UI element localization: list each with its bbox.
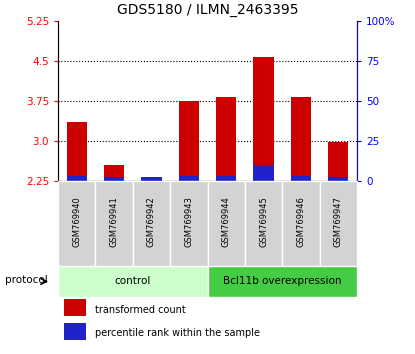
Bar [282, 181, 320, 266]
Text: GSM769943: GSM769943 [184, 196, 193, 247]
Bar [104, 165, 124, 181]
Bar [58, 266, 208, 297]
Title: GDS5180 / ILMN_2463395: GDS5180 / ILMN_2463395 [117, 4, 298, 17]
Bar [95, 181, 133, 266]
Bar [290, 176, 311, 181]
Bar [253, 57, 274, 181]
Bar [141, 179, 162, 181]
Bar [64, 299, 85, 316]
Text: GSM769946: GSM769946 [296, 196, 305, 247]
Bar [133, 181, 170, 266]
Bar [290, 97, 311, 181]
Bar [328, 177, 349, 181]
Bar [170, 181, 208, 266]
Text: GSM769940: GSM769940 [72, 196, 81, 247]
Bar [208, 181, 245, 266]
Text: GSM769941: GSM769941 [110, 196, 119, 247]
Text: control: control [115, 276, 151, 286]
Text: GSM769942: GSM769942 [147, 196, 156, 247]
Text: percentile rank within the sample: percentile rank within the sample [95, 328, 259, 338]
Bar [66, 122, 87, 181]
Bar [64, 323, 85, 340]
Bar [245, 181, 282, 266]
Bar [178, 176, 199, 181]
Text: GSM769944: GSM769944 [222, 196, 231, 247]
Bar [216, 176, 237, 181]
Bar [58, 181, 95, 266]
Text: Bcl11b overexpression: Bcl11b overexpression [223, 276, 342, 286]
Bar [208, 266, 357, 297]
Text: transformed count: transformed count [95, 304, 186, 315]
Bar [178, 101, 199, 181]
Bar [216, 97, 237, 181]
Text: GSM769945: GSM769945 [259, 196, 268, 247]
Bar [328, 142, 349, 181]
Bar [320, 181, 357, 266]
Text: protocol: protocol [5, 275, 47, 285]
Bar [141, 177, 162, 181]
Text: GSM769947: GSM769947 [334, 196, 343, 247]
Bar [253, 165, 274, 181]
Bar [104, 177, 124, 181]
Bar [66, 176, 87, 181]
